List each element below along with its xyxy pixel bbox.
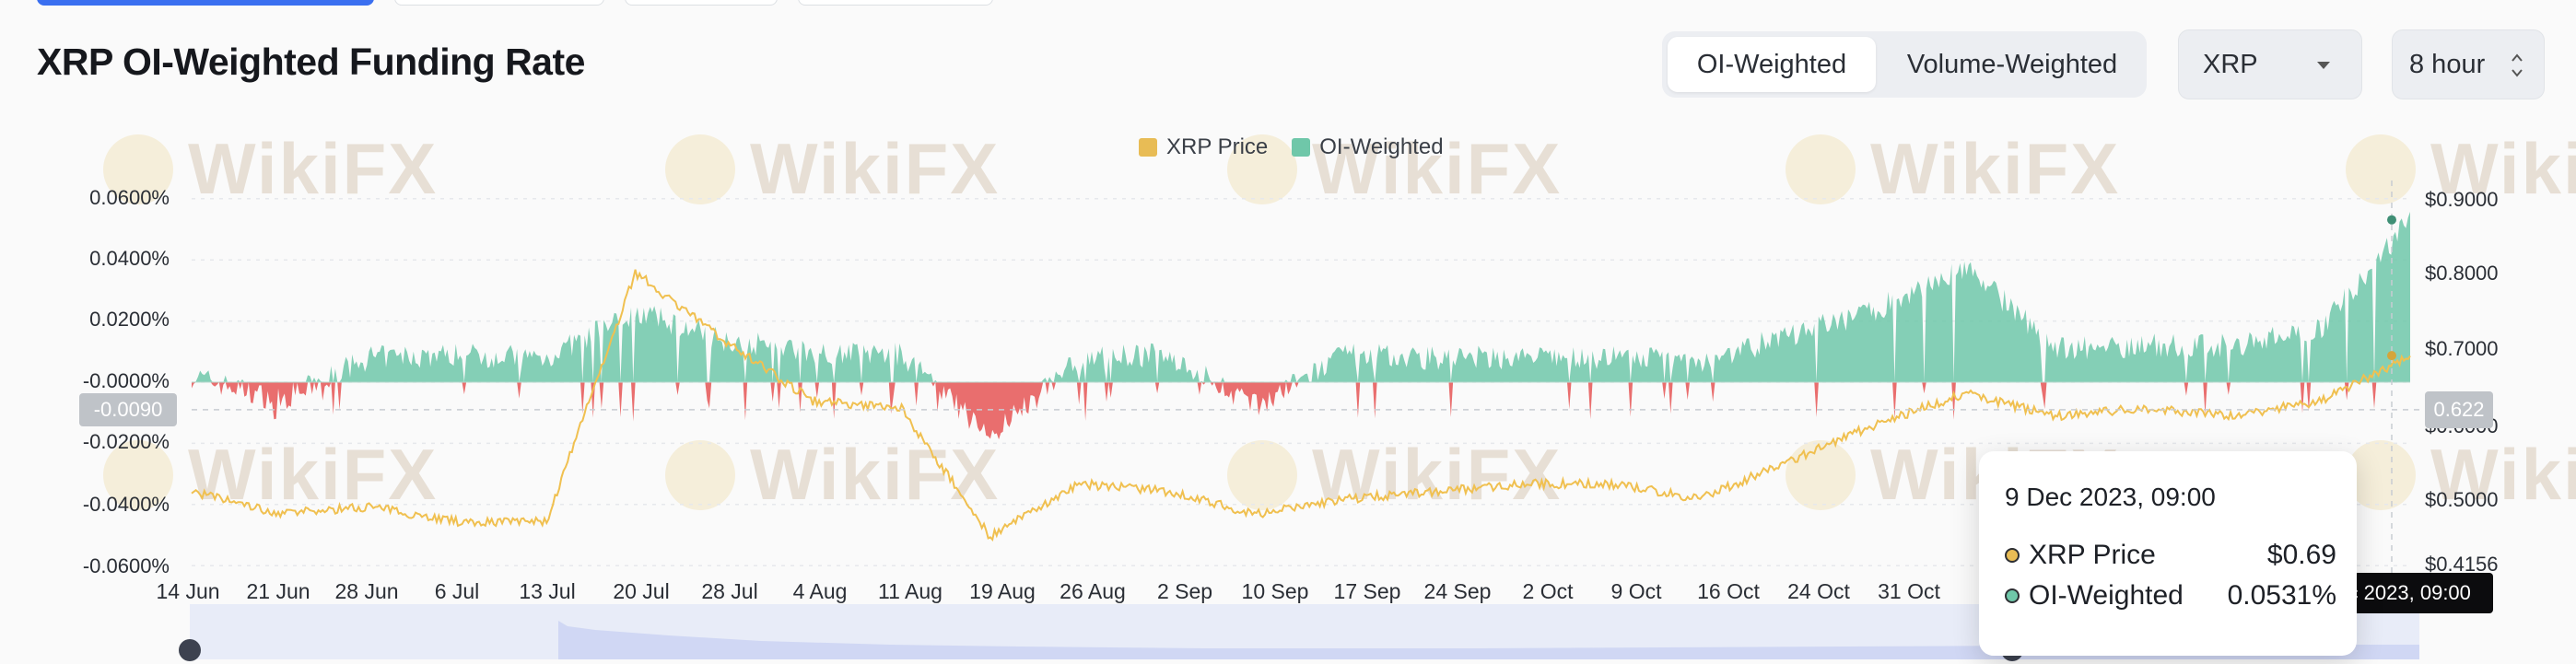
- x-tick-label: 9 Oct: [1610, 579, 1662, 603]
- x-tick-label: 19 Aug: [969, 579, 1036, 603]
- y-left-tick: -0.0400%: [82, 493, 170, 516]
- series-dot: [2005, 548, 2020, 563]
- tab-volume-weighted[interactable]: Volume-Weighted: [1906, 49, 2118, 79]
- x-tick-label: 16 Oct: [1697, 579, 1760, 603]
- y-left-tick: 0.0200%: [89, 308, 170, 331]
- interval-select[interactable]: 8 hour: [2392, 29, 2545, 99]
- series-dot: [2005, 588, 2020, 603]
- y-right-tick: $0.8000: [2425, 262, 2499, 285]
- y-right-tick: $0.4156: [2425, 553, 2499, 576]
- y-left-tick: 0.0400%: [89, 247, 170, 270]
- legend-item-funding[interactable]: OI-Weighted: [1292, 134, 1444, 160]
- x-tick-label: 21 Jun: [246, 579, 310, 603]
- crosshair-date-label: 9 Dec 2023, 09:00: [2348, 573, 2493, 613]
- hover-point-funding: [2387, 215, 2396, 225]
- y-left-tick: -0.0200%: [82, 430, 170, 453]
- x-tick-label: 10 Sep: [1241, 579, 1309, 603]
- x-tick-label: 24 Oct: [1787, 579, 1850, 603]
- interval-select-value: 8 hour: [2409, 49, 2486, 79]
- x-tick-label: 13 Jul: [519, 579, 576, 603]
- weighting-toggle: OI-Weighted Volume-Weighted: [1662, 31, 2147, 98]
- y-right-tick: $0.5000: [2425, 488, 2499, 511]
- navigator-handle-left[interactable]: [179, 639, 201, 661]
- page-title: XRP OI-Weighted Funding Rate: [37, 41, 585, 83]
- sort-arrows-icon: [2511, 51, 2523, 80]
- funding-area-positive: [192, 211, 2410, 382]
- y-right-tick: $0.7000: [2425, 337, 2499, 360]
- navigator-preview: [558, 621, 2419, 659]
- x-tick-label: 28 Jul: [701, 579, 758, 603]
- price-line: [191, 269, 2411, 542]
- x-tick-label: 31 Oct: [1878, 579, 1940, 603]
- top-tab-strip: [37, 0, 993, 6]
- tooltip-row-funding: OI-Weighted 0.0531%: [2005, 580, 2336, 612]
- chart-tooltip: 9 Dec 2023, 09:00 XRP Price $0.69 OI-Wei…: [1979, 451, 2357, 656]
- asset-select-value: XRP: [2203, 49, 2258, 79]
- legend-swatch: [1139, 138, 1157, 157]
- chevron-down-icon: [2317, 62, 2330, 69]
- x-tick-label: 28 Jun: [334, 579, 399, 603]
- x-tick-label: 2 Oct: [1522, 579, 1574, 603]
- asset-select[interactable]: XRP: [2178, 29, 2362, 99]
- chart-legend: XRP Price OI-Weighted: [1139, 134, 1468, 160]
- crosshair-left-value: -0.0090: [79, 393, 177, 426]
- x-tick-label: 6 Jul: [434, 579, 480, 603]
- x-tick-label: 26 Aug: [1060, 579, 1126, 603]
- x-tick-label: 20 Jul: [613, 579, 670, 603]
- x-tick-label: 4 Aug: [792, 579, 848, 603]
- y-left-tick: -0.0000%: [82, 369, 170, 392]
- tab-oi-weighted[interactable]: OI-Weighted: [1668, 37, 1876, 92]
- tooltip-row-price: XRP Price $0.69: [2005, 540, 2336, 571]
- crosshair-right-value: 0.622: [2425, 391, 2493, 428]
- y-left-tick: 0.0600%: [89, 186, 170, 209]
- x-tick-label: 14 Jun: [156, 579, 220, 603]
- x-tick-label: 2 Sep: [1156, 579, 1213, 603]
- hover-point-price: [2387, 351, 2396, 361]
- x-tick-label: 11 Aug: [878, 579, 943, 603]
- y-right-tick: $0.9000: [2425, 188, 2499, 211]
- x-tick-label: 24 Sep: [1423, 579, 1492, 603]
- x-tick-label: 17 Sep: [1333, 579, 1401, 603]
- funding-area-negative: [192, 382, 2410, 440]
- tooltip-date: 9 Dec 2023, 09:00: [2005, 483, 2216, 511]
- y-left-tick: -0.0600%: [82, 554, 170, 577]
- legend-swatch: [1292, 138, 1311, 157]
- legend-item-price[interactable]: XRP Price: [1139, 134, 1268, 160]
